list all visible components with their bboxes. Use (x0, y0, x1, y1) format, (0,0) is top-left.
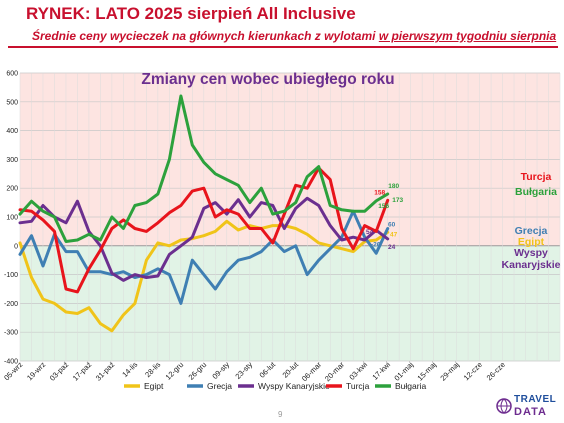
x-tick-label: 31-paź (94, 360, 117, 383)
legend-label-turcja: Turcja (346, 381, 370, 391)
x-tick-label: 14-lis (120, 360, 139, 379)
series-line-bulgaria (18, 94, 390, 243)
series-line-egipt (18, 219, 390, 333)
y-tick-label: 400 (6, 128, 18, 135)
legend-label-grecja: Grecja (207, 381, 232, 391)
data-label: 156 (378, 203, 389, 210)
subtitle-underlined-text: w pierwszym tygodniu sierpnia (378, 29, 557, 43)
y-tick-label: 500 (6, 99, 18, 106)
series-line-grecja (18, 209, 390, 305)
logo-line1: TRAVEL (514, 394, 557, 405)
chart-title: Zmiany cen wobec ubiegłego roku (141, 71, 394, 88)
travel-data-logo: TRAVEL DATA (496, 394, 564, 422)
country-annotation: Wyspy (514, 247, 548, 259)
x-tick-label: 23-sty (233, 360, 254, 381)
x-tick-label: 26-cze (485, 360, 507, 382)
y-tick-label: -100 (4, 272, 18, 279)
logo-line2: DATA (514, 406, 547, 418)
x-tick-label: 20-mar (323, 360, 347, 384)
y-tick-label: -300 (4, 330, 18, 337)
data-label: 173 (392, 197, 403, 204)
page-number: 9 (278, 410, 283, 419)
country-annotation: Grecja (515, 225, 548, 237)
x-tick-label: 03-paź (48, 360, 71, 383)
page-title: RYNEK: LATO 2025 sierpień All Inclusive (26, 4, 356, 23)
country-annotation: Egipt (518, 236, 545, 248)
data-label: 24 (388, 244, 396, 251)
data-label: 60 (388, 222, 396, 229)
header-rule (8, 46, 558, 48)
data-label: 180 (388, 183, 399, 190)
x-tick-label: 06-mar (300, 360, 324, 384)
data-label: -26 (371, 242, 381, 249)
price-change-chart: -400-300-200-100010020030040050060005-wr… (2, 71, 561, 392)
y-tick-label: 200 (6, 186, 18, 193)
x-tick-label: 17-kwi (370, 360, 392, 382)
x-tick-label: 09-sty (210, 360, 231, 381)
x-tick-label: 17-paź (71, 360, 94, 383)
data-label: 54 (366, 229, 374, 236)
x-tick-label: 06-lut (258, 359, 278, 379)
x-tick-label: 28-lis (143, 360, 162, 379)
y-tick-label: 600 (6, 71, 18, 78)
legend-label-egipt: Egipt (144, 381, 164, 391)
y-tick-label: 300 (6, 157, 18, 164)
globe-icon (496, 398, 512, 414)
country-annotation: Turcja (521, 171, 552, 183)
y-tick-label: -400 (4, 359, 18, 366)
x-tick-label: 26-gru (187, 360, 209, 382)
series-line-turcja (18, 166, 390, 294)
page-subtitle: Średnie ceny wycieczek na głównych kieru… (32, 29, 556, 43)
x-tick-label: 03-kwi (347, 360, 369, 382)
country-annotation: Bułgaria (515, 186, 557, 198)
x-tick-label: 20-lut (281, 359, 301, 379)
y-tick-label: 100 (6, 215, 18, 222)
y-tick-label: -200 (4, 301, 18, 308)
x-tick-label: 15-maj (415, 360, 438, 383)
legend-label-wyspy-kanaryjskie: Wyspy Kanaryjskie (258, 381, 330, 391)
x-tick-label: 01-maj (392, 360, 415, 383)
x-tick-label: 12-gru (164, 360, 186, 382)
x-tick-label: 29-maj (438, 360, 461, 383)
x-tick-label: 19-wrz (25, 360, 47, 382)
data-label: 47 (390, 231, 398, 238)
subtitle-text: Średnie ceny wycieczek na głównych kieru… (32, 29, 379, 43)
x-tick-label: 12-cze (462, 360, 484, 382)
legend-label-bulgaria: Bułgaria (395, 381, 426, 391)
series-line-wyspy-kanaryjskie (18, 196, 390, 282)
data-label: 158 (374, 189, 385, 196)
y-tick-label: 0 (14, 243, 18, 250)
country-annotation: Kanaryjskie (502, 259, 561, 271)
